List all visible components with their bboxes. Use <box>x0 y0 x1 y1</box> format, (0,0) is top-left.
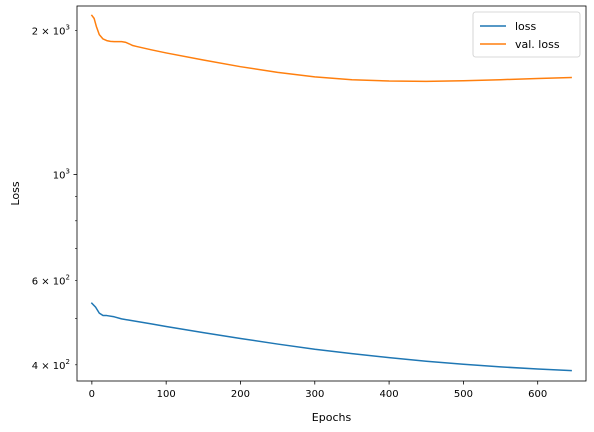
series-layer <box>90 14 572 372</box>
y-tick-label: 103 <box>53 167 70 181</box>
ticks-layer: 0 100 200 300 400 500 600 103 4 × 102 6 × 102 2 × … <box>32 23 548 400</box>
y-tick-label: 6 × 102 <box>32 274 70 288</box>
y-tick-label: 2 × 103 <box>32 23 70 37</box>
x-tick-label: 600 <box>528 389 547 400</box>
x-axis-label: Epochs <box>312 411 352 424</box>
x-tick-label: 200 <box>231 389 250 400</box>
series-line-2 <box>90 14 572 83</box>
legend: loss val. loss <box>472 11 581 58</box>
plot-area <box>77 6 586 381</box>
y-tick-label: 4 × 102 <box>32 358 70 372</box>
legend-box <box>472 11 581 58</box>
x-tick-label: 100 <box>157 389 176 400</box>
y-axis-label: Loss <box>9 181 22 205</box>
x-tick-label: 300 <box>305 389 324 400</box>
series-line-1 <box>90 302 572 372</box>
legend-label-1: loss <box>515 20 537 33</box>
x-tick-label: 400 <box>380 389 399 400</box>
x-tick-label: 0 <box>89 389 95 400</box>
x-tick-label: 500 <box>454 389 473 400</box>
legend-label-2: val. loss <box>515 38 560 51</box>
plot-frame <box>76 5 587 382</box>
